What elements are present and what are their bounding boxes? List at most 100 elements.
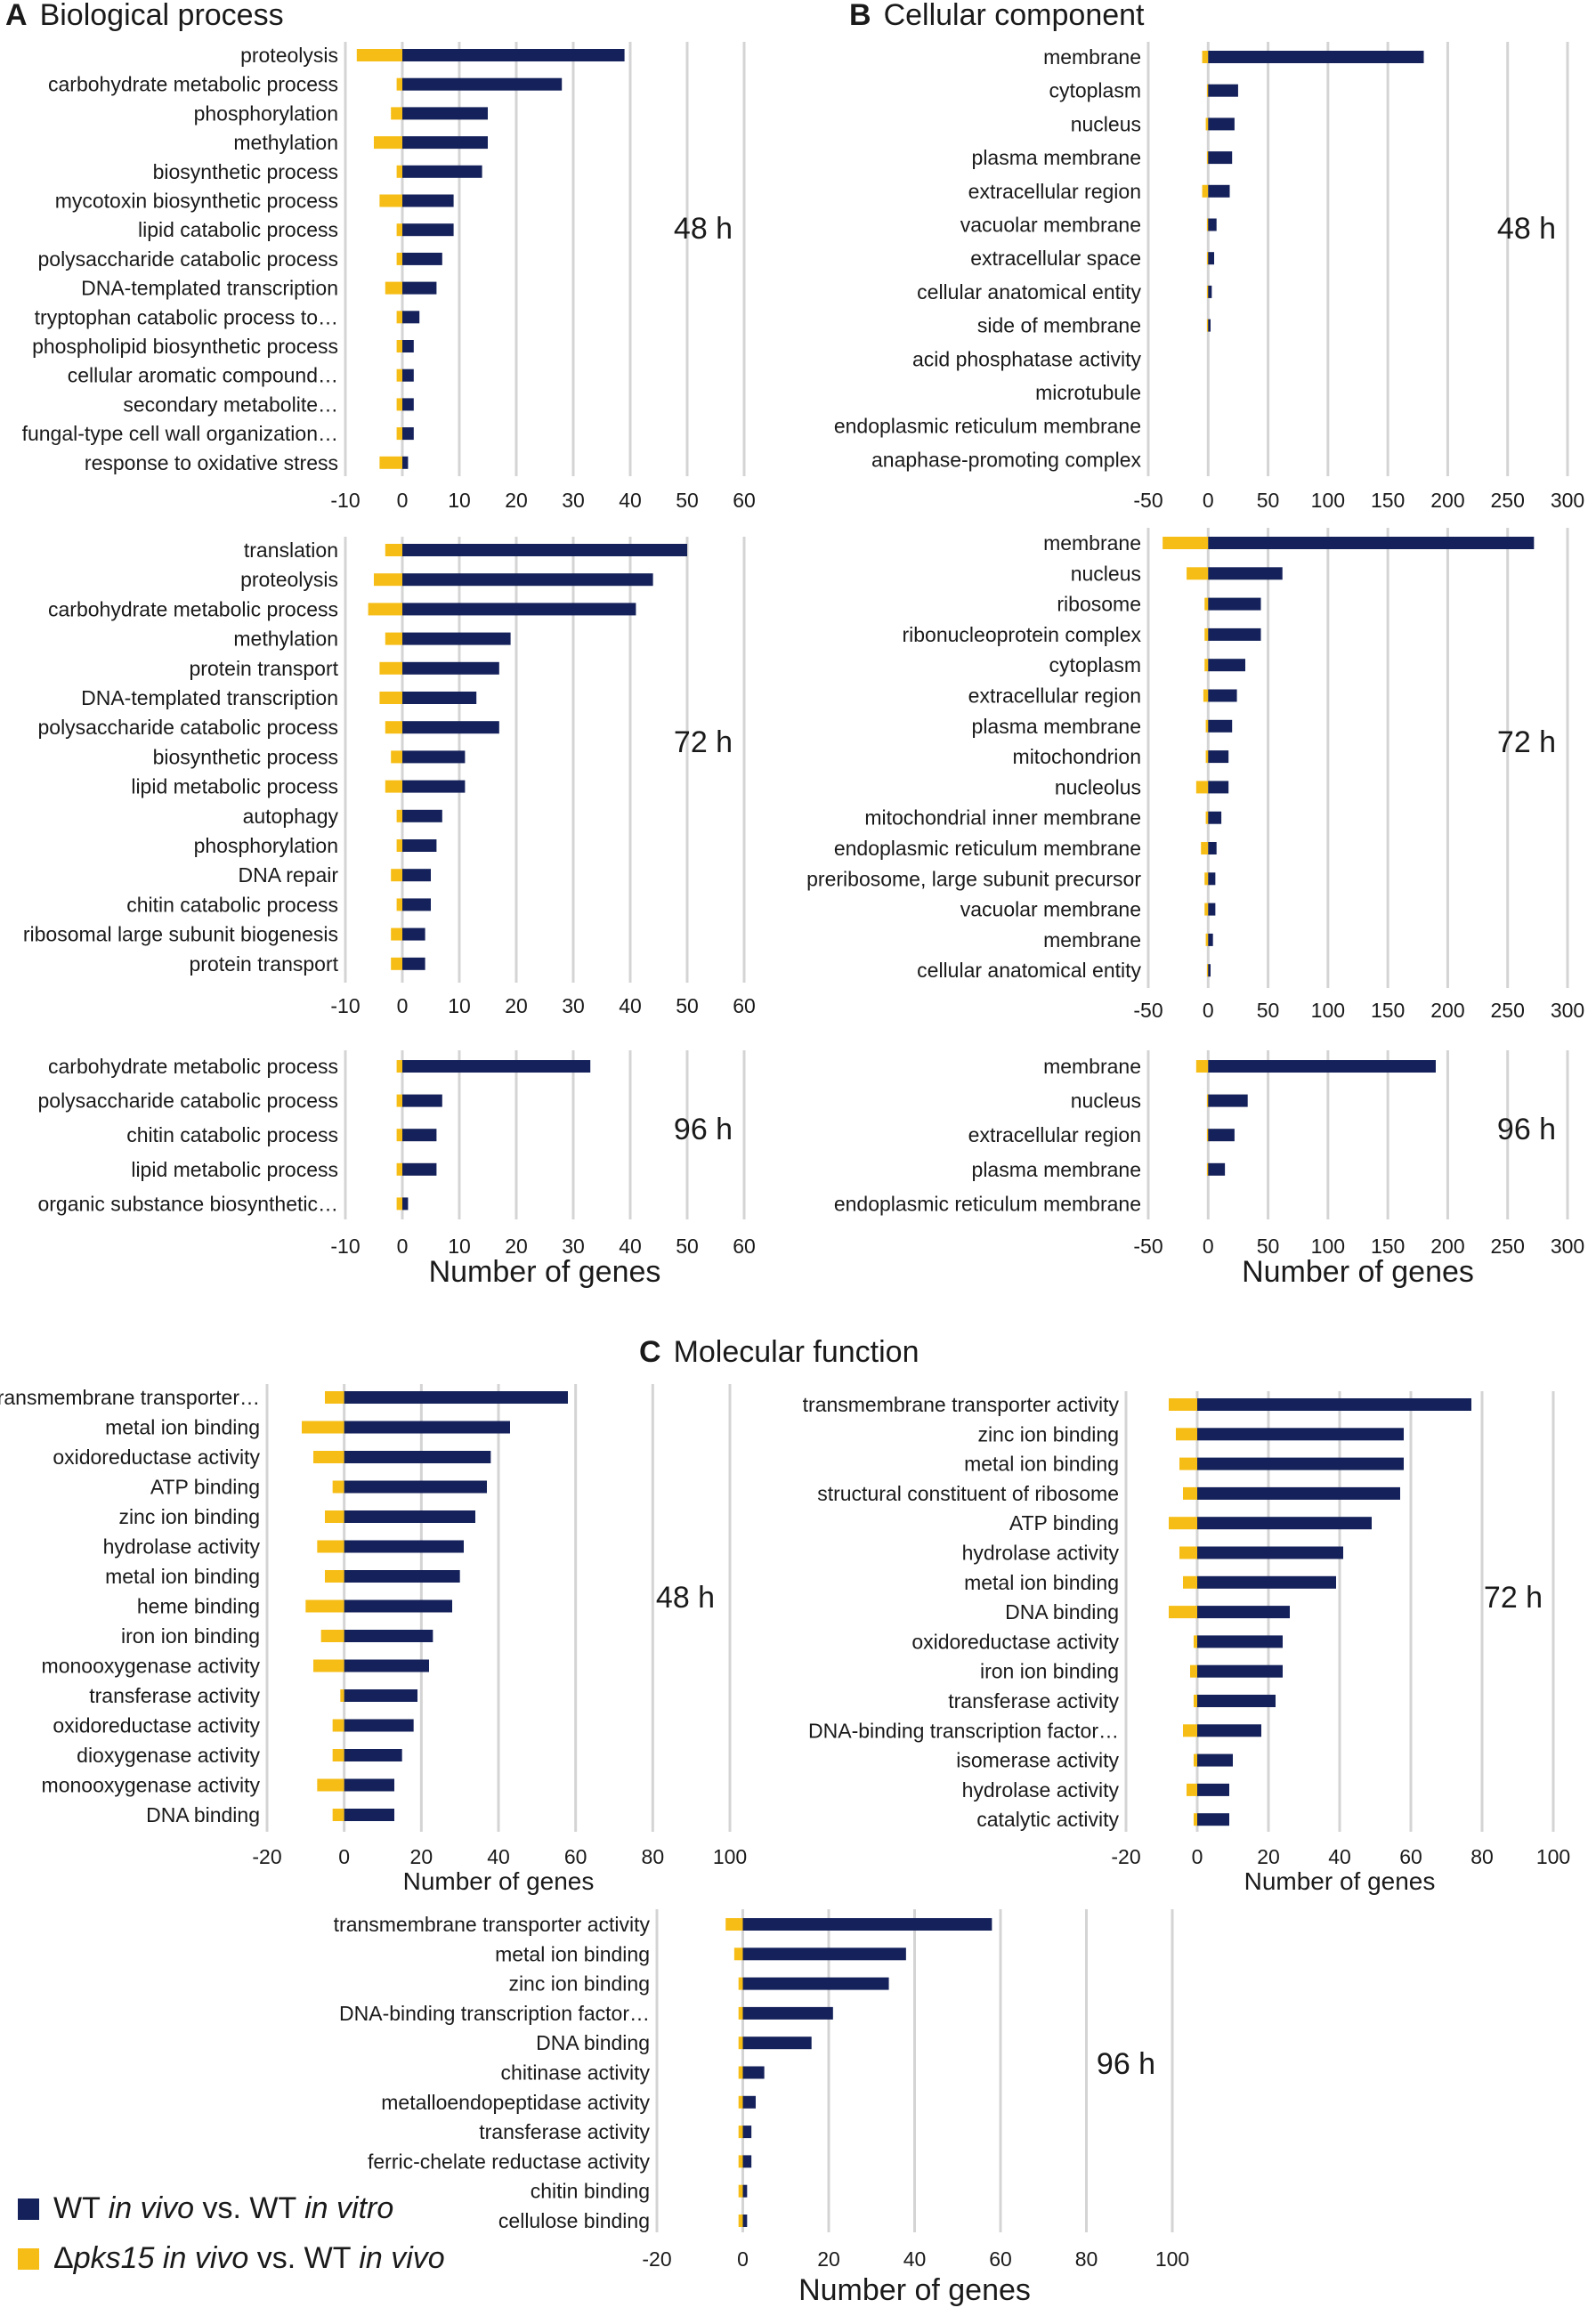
tick-label: 100	[1155, 2247, 1189, 2271]
x-axis-title: Number of genes	[1244, 1867, 1436, 1895]
legend-label-wt: WT in vivo vs. WT in vitro	[53, 2191, 393, 2226]
bar-wt	[402, 809, 442, 822]
bar-wt	[1208, 218, 1217, 231]
bar-pks15	[1179, 1546, 1197, 1559]
bar-pks15	[738, 2215, 743, 2227]
tick-label: 20	[505, 1235, 528, 1258]
timepoint-label: 72 h	[1497, 725, 1556, 759]
x-axis-title: Number of genes	[403, 1867, 595, 1895]
category-label: nucleus	[1071, 112, 1141, 135]
tick-label: 100	[1311, 489, 1345, 512]
category-label: carbohydrate metabolic process	[48, 1055, 338, 1078]
bar-pks15	[1202, 51, 1209, 63]
bar-wt	[344, 1570, 460, 1583]
section-c-title: C Molecular function	[639, 1335, 919, 1370]
legend-pks-mid2: vs. WT	[248, 2241, 360, 2275]
category-label: isomerase activity	[956, 1749, 1119, 1772]
bar-pks15	[1187, 567, 1209, 580]
bar-pks15	[391, 869, 402, 882]
category-label: transferase activity	[479, 2120, 650, 2143]
bar-wt	[344, 1421, 510, 1434]
legend-label-pks: Δpks15 in vivo vs. WT in vivo	[53, 2241, 445, 2276]
legend-pks-italic2: in vivo	[359, 2241, 445, 2275]
tick-label: 30	[562, 1235, 585, 1258]
bar-wt	[344, 1689, 417, 1702]
bar-pks15	[1201, 842, 1209, 854]
bar-pks15	[385, 544, 402, 556]
tick-label: 250	[1491, 999, 1525, 1022]
category-label: phospholipid biosynthetic process	[32, 335, 338, 358]
chart-mf96: transmembrane transporter activity metal …	[334, 1909, 1189, 2307]
tick-label: 0	[397, 994, 409, 1017]
category-label: microtubule	[1035, 381, 1141, 404]
bar-pks15	[385, 281, 402, 295]
category-label: DNA binding	[1005, 1600, 1119, 1624]
category-label: transmembrane transporter…	[0, 1386, 260, 1409]
bar-pks15	[332, 1719, 344, 1732]
bar-wt	[1208, 933, 1213, 946]
bar-pks15	[396, 898, 402, 911]
category-label: endoplasmic reticulum membrane	[834, 1192, 1141, 1215]
category-label: biosynthetic process	[153, 160, 338, 183]
tick-label: 150	[1371, 489, 1405, 512]
bar-pks15	[374, 573, 402, 587]
category-label: phosphorylation	[194, 834, 338, 857]
category-label: chitinase activity	[501, 2061, 651, 2085]
category-label: DNA-binding transcription factor…	[339, 2002, 650, 2025]
category-label: membrane	[1043, 928, 1141, 951]
tick-label: 30	[562, 489, 585, 512]
bar-wt	[344, 1659, 429, 1672]
tick-label: -10	[330, 489, 360, 512]
category-label: mycotoxin biosynthetic process	[55, 190, 338, 213]
bar-pks15	[1206, 319, 1209, 332]
bar-wt	[1208, 1060, 1436, 1073]
tick-label: -20	[1111, 1845, 1140, 1868]
chart-bp48: proteolysis carbohydrate metabolic proces…	[22, 42, 756, 512]
bar-wt	[402, 165, 482, 178]
bar-wt	[742, 2184, 748, 2198]
category-label: lipid metabolic process	[131, 1158, 338, 1181]
category-label: nucleus	[1071, 1089, 1141, 1113]
category-label: nucleolus	[1055, 775, 1141, 798]
category-label: polysaccharide catabolic process	[37, 1089, 338, 1113]
category-label: DNA repair	[239, 863, 339, 887]
category-label: translation	[244, 538, 338, 562]
bar-pks15	[1204, 659, 1209, 672]
bar-wt	[1197, 1517, 1372, 1530]
bar-wt	[402, 311, 420, 324]
chart-bp96: carbohydrate metabolic process polysaccha…	[37, 1050, 756, 1289]
timepoint-label: 48 h	[1497, 212, 1556, 246]
category-label: side of membrane	[977, 314, 1141, 337]
bar-pks15	[385, 780, 402, 793]
tick-label: 10	[448, 489, 471, 512]
bar-wt	[1208, 903, 1216, 916]
category-label: proteolysis	[240, 44, 338, 67]
bar-pks15	[1206, 218, 1209, 231]
bar-pks15	[368, 603, 402, 616]
bar-pks15	[1202, 184, 1209, 198]
bar-pks15	[313, 1659, 344, 1672]
tick-label: 50	[676, 1235, 699, 1258]
category-label: anaphase-promoting complex	[871, 448, 1142, 471]
category-label: tryptophan catabolic process to…	[35, 305, 338, 328]
bar-pks15	[1205, 811, 1209, 824]
category-label: nucleus	[1071, 562, 1141, 585]
tick-label: 0	[737, 2247, 749, 2271]
bar-pks15	[391, 750, 402, 764]
bar-pks15	[325, 1391, 344, 1404]
category-label: DNA-templated transcription	[81, 277, 338, 300]
bar-pks15	[396, 223, 402, 237]
bar-wt	[1208, 659, 1246, 672]
bar-wt	[344, 1749, 402, 1761]
section-a-name: Biological process	[39, 0, 284, 32]
category-label: extracellular space	[970, 247, 1141, 270]
bar-wt	[1197, 1398, 1471, 1411]
category-label: autophagy	[243, 805, 339, 828]
tick-label: 300	[1551, 489, 1584, 512]
bar-wt	[344, 1778, 394, 1792]
tick-label: 50	[676, 489, 699, 512]
tick-label: -20	[252, 1845, 281, 1868]
legend-pks-mid1	[154, 2241, 162, 2275]
